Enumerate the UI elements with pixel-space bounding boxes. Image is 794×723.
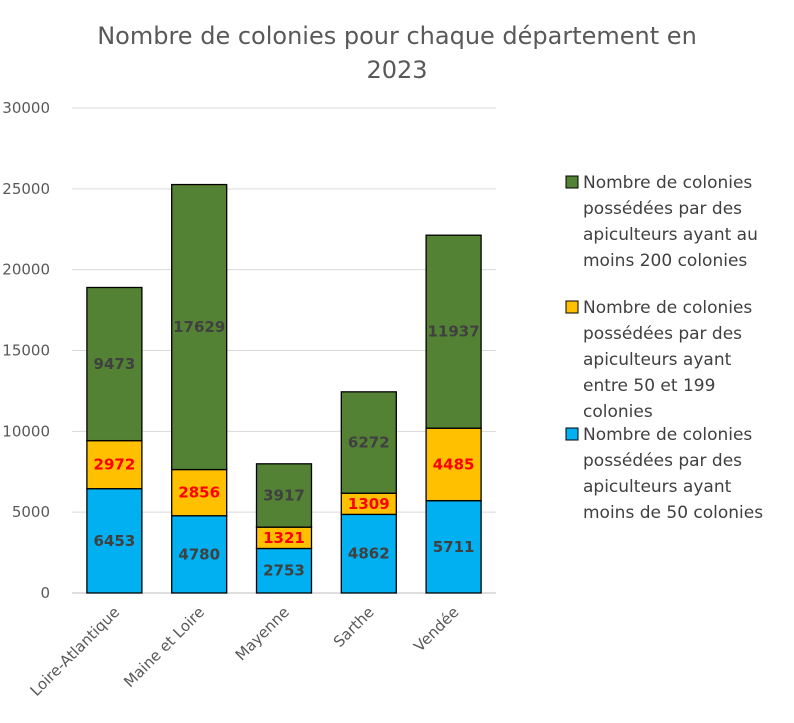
y-tick-label: 25000 [2,180,50,198]
bar-segment [340,513,397,594]
chart-title: Nombre de colonies pour chaque départeme… [97,22,697,84]
legend-label: apiculteurs ayant [583,350,732,370]
bar-segment [171,515,228,594]
legend: Nombre de colonies possédées par des apicu… [565,173,763,523]
legend-label: Nombre de colonies [583,298,752,318]
legend-label: possédées par des [583,324,742,344]
data-label: 4862 [348,545,390,563]
chart-title-line: 2023 [366,56,427,84]
legend-label: possédées par des [583,451,742,471]
x-tick-label: Sarthe [330,603,378,651]
legend-item: Nombre de colonies possédées par des apicu… [565,298,752,422]
legend-label: colonies [583,402,653,422]
data-label: 4780 [178,545,220,563]
bar-segment [255,463,313,528]
data-label: 17629 [173,318,225,336]
legend-item: Nombre de colonies possédées par des apicu… [565,173,758,271]
bar-segment [86,488,143,594]
legend-label: apiculteurs ayant au [583,225,758,245]
y-tick-label: 0 [40,584,50,602]
legend-label: entre 50 et 199 [583,376,715,396]
data-label: 9473 [94,355,136,373]
legend-item: Nombre de colonies possédées par des apicu… [565,425,763,523]
x-tick-label: Loire-Atlantique [27,603,124,700]
data-label: 2972 [94,456,136,474]
y-tick-label: 30000 [2,99,50,117]
data-label: 1309 [348,495,390,513]
legend-label: moins 200 colonies [583,251,747,271]
bar-segment [425,427,482,502]
legend-label: Nombre de colonies [583,425,752,445]
data-label: 6453 [94,532,136,550]
x-tick-label: Mayenne [232,603,293,664]
y-tick-label: 20000 [2,261,50,279]
y-axis-ticks: 0 5000 10000 15000 20000 25000 30000 [2,99,50,602]
data-label: 6272 [348,434,390,452]
y-tick-label: 15000 [2,342,50,360]
legend-swatch [565,427,579,441]
bar-segment [86,286,143,442]
bar-segment [171,468,228,517]
data-label: 4485 [433,455,475,473]
bar-segment [171,183,228,471]
legend-swatch [565,175,579,189]
data-label: 2753 [263,562,305,580]
x-tick-label: Vendée [410,603,462,655]
legend-label: moins de 50 colonies [583,503,763,523]
legend-label: Nombre de colonies [583,173,752,193]
y-tick-label: 10000 [2,422,50,440]
legend-label: apiculteurs ayant [583,477,732,497]
data-label: 1321 [263,529,305,547]
legend-label: possédées par des [583,199,742,219]
data-label: 2856 [178,484,220,502]
bar-segment [340,391,397,494]
gridlines [72,107,496,594]
bars: 6453 2972 9473 4780 2856 17629 2753 1321 3917 486… [86,183,482,594]
data-label: 3917 [263,486,305,504]
bar-segment [86,439,143,490]
bar-segment [255,547,313,594]
data-label: 11937 [428,323,480,341]
x-tick-label: Maine et Loire [120,603,208,691]
bar-segment [425,234,482,429]
y-tick-label: 5000 [12,503,50,521]
chart-title-line: Nombre de colonies pour chaque départeme… [97,22,697,50]
data-label: 5711 [433,538,475,556]
legend-swatch [565,300,579,314]
